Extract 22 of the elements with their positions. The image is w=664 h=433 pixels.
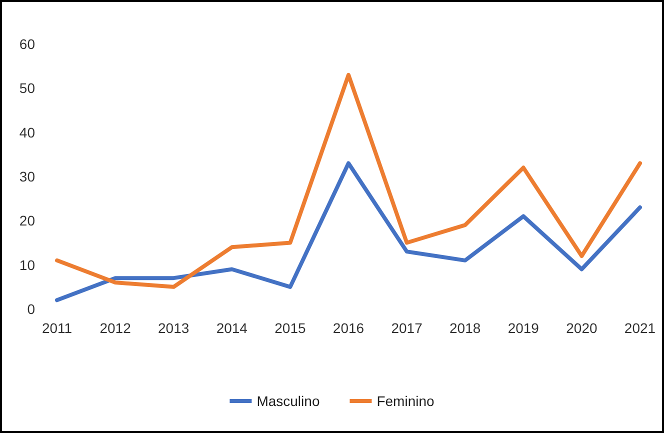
line-series	[55, 161, 642, 302]
x-tick-label: 2020	[566, 320, 598, 336]
x-tick-label: 2021	[624, 320, 656, 336]
x-tick-label: 2019	[508, 320, 540, 336]
x-tick-label: 2013	[158, 320, 190, 336]
y-tick-label: 20	[19, 212, 36, 229]
x-tick-label: 2018	[450, 320, 481, 336]
y-tick-label: 10	[19, 256, 36, 273]
legend-label: Feminino	[376, 393, 435, 409]
x-tick-label: 2014	[216, 320, 248, 336]
y-tick-label: 30	[19, 168, 36, 184]
x-tick-label: 2015	[274, 320, 306, 336]
x-tick-label: 2012	[100, 320, 132, 336]
x-tick-label: 2017	[391, 320, 423, 336]
line-series	[55, 72, 642, 289]
x-tick-label: 2016	[332, 320, 364, 336]
y-tick-label: 0	[27, 301, 36, 317]
y-tick-label: 40	[19, 124, 36, 140]
y-tick-label: 60	[19, 36, 36, 52]
x-tick-label: 2011	[42, 320, 72, 336]
y-tick-label: 50	[19, 80, 36, 96]
legend-label: Masculino	[256, 393, 320, 409]
